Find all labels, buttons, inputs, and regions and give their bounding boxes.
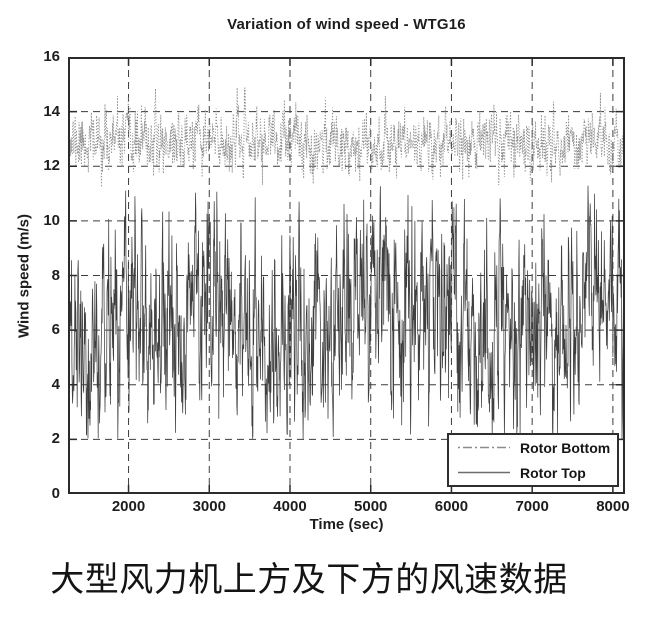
x-axis-label: Time (sec) [309, 516, 384, 533]
solid-line-sample [458, 471, 510, 474]
legend-label-rotor-bottom: Rotor Bottom [520, 439, 611, 456]
y-tick-label: 2 [51, 430, 60, 448]
y-tick-label: 0 [51, 485, 60, 502]
legend-entry-rotor-top: Rotor Top [449, 462, 617, 483]
x-tick-label: 4000 [273, 498, 307, 515]
figure-caption: 大型风力机上方及下方的风速数据 [50, 562, 568, 599]
y-tick-label: 6 [51, 321, 60, 339]
x-tick-label: 7000 [515, 498, 549, 515]
x-tick-label: 6000 [434, 498, 469, 515]
x-tick-label: 3000 [192, 498, 226, 515]
y-tick-label: 14 [43, 102, 60, 120]
legend: Rotor Bottom Rotor Top [447, 433, 619, 487]
plot-area [68, 57, 625, 494]
y-tick-label: 8 [51, 266, 60, 284]
y-tick-label: 16 [43, 48, 60, 65]
x-tick-label: 8000 [596, 498, 630, 515]
series-rotor-top [68, 185, 625, 440]
y-tick-label: 10 [43, 211, 60, 229]
dash-dot-line-sample [458, 446, 510, 449]
series-rotor-bottom [68, 87, 625, 188]
y-tick-label: 4 [51, 375, 60, 393]
y-tick-label: 12 [43, 157, 60, 175]
x-tick-label: 2000 [111, 498, 146, 515]
legend-label-rotor-top: Rotor Top [520, 464, 586, 481]
legend-entry-rotor-bottom: Rotor Bottom [449, 437, 617, 458]
y-axis-label: Wind speed (m/s) [15, 213, 33, 339]
x-tick-label: 5000 [354, 498, 388, 515]
chart-title: Variation of wind speed - WTG16 [227, 16, 466, 33]
